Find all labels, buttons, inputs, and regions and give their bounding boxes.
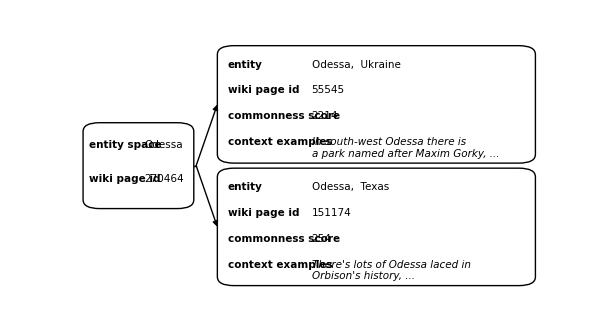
Text: 55545: 55545 — [311, 86, 345, 95]
Text: commonness score: commonness score — [228, 234, 340, 244]
Text: wiki page id: wiki page id — [228, 86, 299, 95]
Text: There's lots of Odessa laced in
Orbison's history, ...: There's lots of Odessa laced in Orbison'… — [311, 260, 471, 281]
Text: 270464: 270464 — [144, 174, 184, 184]
Text: entity space: entity space — [89, 140, 161, 150]
Text: context examples: context examples — [228, 137, 333, 147]
Text: wiki page id: wiki page id — [228, 208, 299, 218]
Text: Odessa,  Texas: Odessa, Texas — [311, 182, 389, 192]
Text: Odessa: Odessa — [144, 140, 183, 150]
Text: commonness score: commonness score — [228, 111, 340, 121]
Text: context examples: context examples — [228, 260, 333, 270]
Text: 151174: 151174 — [311, 208, 351, 218]
Text: 254: 254 — [311, 234, 331, 244]
Text: In south-west Odessa there is
a park named after Maxim Gorky, ...: In south-west Odessa there is a park nam… — [311, 137, 499, 159]
Text: 2214: 2214 — [311, 111, 338, 121]
FancyBboxPatch shape — [83, 123, 194, 209]
Text: wiki page id: wiki page id — [89, 174, 161, 184]
Text: Odessa,  Ukraine: Odessa, Ukraine — [311, 60, 401, 70]
FancyBboxPatch shape — [218, 168, 536, 286]
Text: entity: entity — [228, 60, 263, 70]
Text: entity: entity — [228, 182, 263, 192]
FancyBboxPatch shape — [218, 46, 536, 163]
